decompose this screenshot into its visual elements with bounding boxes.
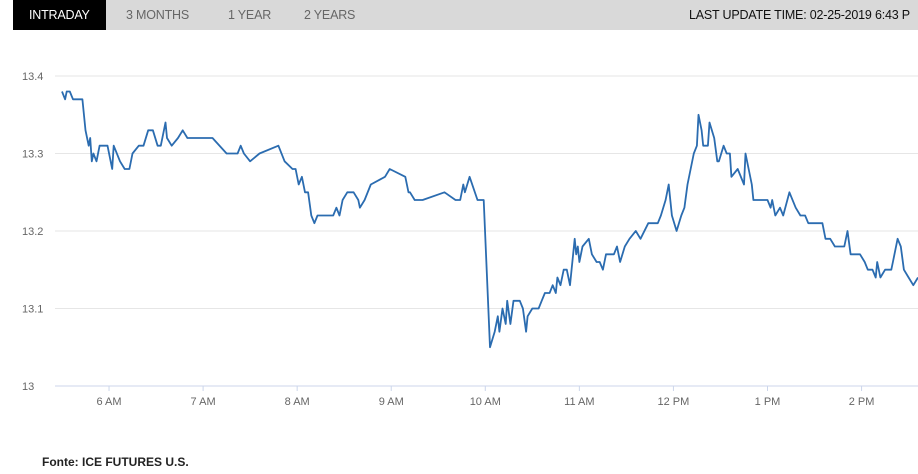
x-tick-label: 9 AM — [379, 396, 404, 408]
source-note: Fonte: ICE FUTURES U.S. — [42, 455, 189, 469]
y-tick-label: 13.3 — [22, 149, 43, 161]
x-axis: 6 AM 7 AM 8 AM 9 AM 10 AM 11 AM 12 PM 1 PM 2 PM — [96, 386, 874, 408]
y-tick-label: 13 — [22, 381, 34, 393]
y-tick-label: 13.4 — [22, 71, 43, 83]
y-tick-label: 13.1 — [22, 304, 43, 316]
intraday-line-chart: 13 13.1 13.2 13.3 13.4 6 AM 7 AM 8 AM 9 AM 10 AM… — [22, 71, 918, 408]
price-series-line — [61, 90, 918, 349]
x-tick-label: 2 PM — [849, 396, 875, 408]
x-tick-label: 11 AM — [564, 396, 594, 408]
x-tick-label: 7 AM — [191, 396, 216, 408]
tab-1-year[interactable]: 1 YEAR — [228, 8, 272, 22]
x-tick-label: 10 AM — [470, 396, 501, 408]
last-update-time: LAST UPDATE TIME: 02-25-2019 6:43 P — [689, 8, 910, 22]
y-axis-labels: 13 13.1 13.2 13.3 13.4 — [22, 71, 43, 393]
gridlines — [55, 75, 918, 387]
x-tick-label: 6 AM — [96, 396, 121, 408]
x-tick-label: 8 AM — [285, 396, 310, 408]
x-tick-label: 1 PM — [755, 396, 781, 408]
tab-2-years[interactable]: 2 YEARS — [304, 8, 356, 22]
tab-3-months[interactable]: 3 MONTHS — [126, 8, 189, 22]
range-tab-bar: INTRADAY 3 MONTHS 1 YEAR 2 YEARS — [13, 0, 918, 30]
x-tick-label: 12 PM — [658, 396, 690, 408]
tab-intraday[interactable]: INTRADAY — [13, 0, 106, 30]
y-tick-label: 13.2 — [22, 226, 43, 238]
